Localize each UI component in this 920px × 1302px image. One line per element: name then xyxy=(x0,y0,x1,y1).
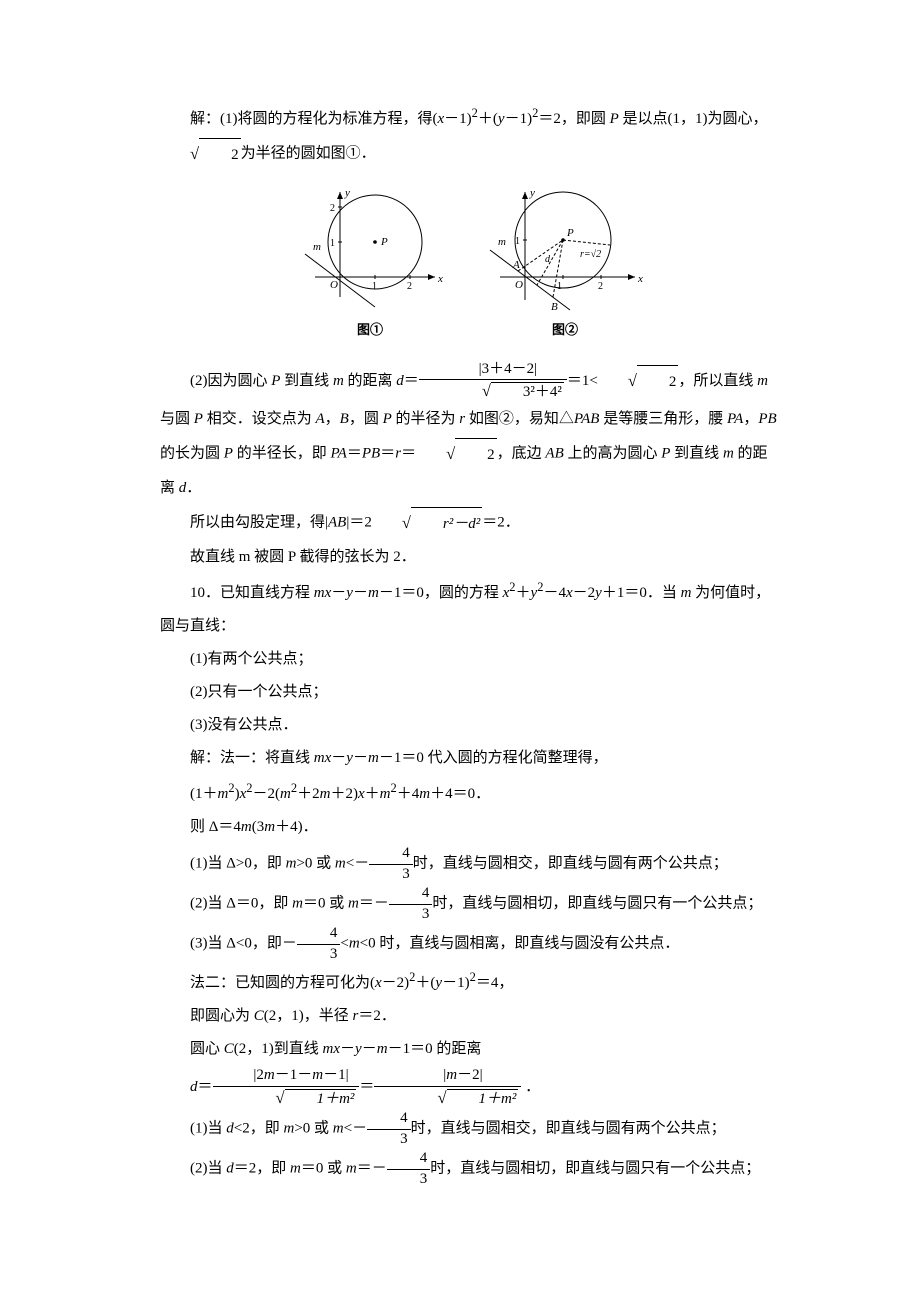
svg-text:O: O xyxy=(330,279,338,291)
figure-2: x y O P m 1 2 A B d r=√2 1 图② xyxy=(485,182,645,345)
line-p14: (3)当 Δ<0，即－43<m<0 时，直线与圆相离，即直线与圆没有公共点． xyxy=(160,924,780,964)
line-p12: (1)当 Δ>0，即 m>0 或 m<－43时，直线与圆相交，即直线与圆有两个公… xyxy=(160,844,780,884)
svg-text:B: B xyxy=(551,301,558,312)
line-p11: 则 Δ＝4m(3m＋4)． xyxy=(160,811,780,844)
svg-text:r=√2: r=√2 xyxy=(580,249,601,260)
svg-text:x: x xyxy=(437,273,443,285)
svg-text:1: 1 xyxy=(330,238,335,249)
figure-row: x y O P m 1 2 1 2 图① x y O xyxy=(160,182,780,345)
solution-9-1: 解：(1)将圆的方程化为标准方程，得(x－1)2＋(y－1)2＝2，即圆 P 是… xyxy=(160,100,780,172)
svg-text:y: y xyxy=(344,187,350,199)
svg-text:1: 1 xyxy=(557,281,562,292)
svg-text:P: P xyxy=(380,236,388,248)
svg-text:O: O xyxy=(515,279,523,291)
svg-text:2: 2 xyxy=(330,203,335,214)
line-p3: 所以由勾股定理，得|AB|＝2r²－d²＝2． xyxy=(160,505,780,541)
line-p13: (2)当 Δ＝0，即 m＝0 或 m＝－43时，直线与圆相切，即直线与圆只有一个… xyxy=(160,884,780,924)
problem-10: 10．已知直线方程 mx－y－m－1＝0，圆的方程 x2＋y2－4x－2y＋1＝… xyxy=(160,574,780,643)
line-p8: (3)没有公共点． xyxy=(160,709,780,742)
svg-text:m: m xyxy=(498,236,506,248)
figure-2-label: 图② xyxy=(485,316,645,345)
svg-text:A: A xyxy=(512,259,520,271)
line-p6: (1)有两个公共点； xyxy=(160,643,780,676)
svg-text:d: d xyxy=(545,254,551,265)
line-p9: 解：法一：将直线 mx－y－m－1＝0 代入圆的方程化简整理得， xyxy=(160,742,780,775)
line-p7: (2)只有一个公共点； xyxy=(160,676,780,709)
svg-text:y: y xyxy=(529,187,535,199)
fraction: |3＋4－2|3²＋4² xyxy=(419,360,567,403)
line-p10: (1＋m2)x2－2(m2＋2m＋2)x＋m2＋4m＋4＝0． xyxy=(160,775,780,811)
line-p19: (1)当 d<2，即 m>0 或 m<－43时，直线与圆相交，即直线与圆有两个公… xyxy=(160,1109,780,1149)
svg-text:1: 1 xyxy=(372,281,377,292)
svg-text:2: 2 xyxy=(598,281,603,292)
svg-text:2: 2 xyxy=(407,281,412,292)
svg-text:m: m xyxy=(313,241,321,253)
sqrt-2: 2 xyxy=(160,136,241,172)
line-p16: 即圆心为 C(2，1)，半径 r＝2． xyxy=(160,1000,780,1033)
svg-text:1: 1 xyxy=(515,236,520,247)
svg-text:P: P xyxy=(566,227,574,239)
solution-9-2: (2)因为圆心 P 到直线 m 的距离 d＝|3＋4－2|3²＋4²＝1<2，所… xyxy=(160,360,780,505)
line-p17: 圆心 C(2，1)到直线 mx－y－m－1＝0 的距离 xyxy=(160,1033,780,1066)
figure-1: x y O P m 1 2 1 2 图① xyxy=(295,182,445,345)
figure-1-label: 图① xyxy=(295,316,445,345)
line-p18: d＝|2m－1－m－1|1＋m²＝|m－2|1＋m² ． xyxy=(160,1066,780,1109)
line-p15: 法二：已知圆的方程可化为(x－2)2＋(y－1)2＝4， xyxy=(160,964,780,1000)
svg-text:x: x xyxy=(637,273,643,285)
line-p4: 故直线 m 被圆 P 截得的弦长为 2． xyxy=(160,541,780,574)
line-p20: (2)当 d＝2，即 m＝0 或 m＝－43时，直线与圆相切，即直线与圆只有一个… xyxy=(160,1149,780,1189)
